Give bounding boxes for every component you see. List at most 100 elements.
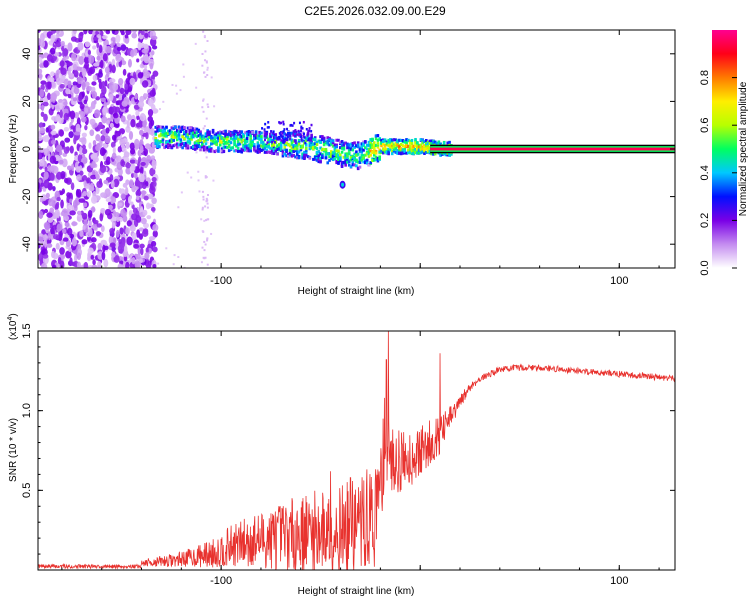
- heatmap-cell: [307, 130, 310, 133]
- heatmap-cell: [76, 213, 83, 223]
- heatmap-cell: [170, 145, 174, 149]
- heatmap-cell: [224, 132, 227, 136]
- snr-series-line: [38, 331, 675, 570]
- heatmap-cell: [211, 141, 215, 145]
- heatmap-cell: [284, 140, 287, 143]
- heatmap-cell: [313, 142, 317, 146]
- heatmap-cell: [85, 85, 93, 92]
- heatmap-cell: [188, 139, 192, 143]
- heatmap-cell: [170, 138, 174, 142]
- heatmap-cell: [295, 142, 299, 146]
- heatmap-cell: [365, 147, 369, 151]
- heatmap-cell: [190, 146, 193, 150]
- heatmap-cell: [299, 133, 303, 137]
- heatmap-cell: [412, 152, 416, 156]
- heatmap-cell: [78, 32, 84, 41]
- heatmap-cell: [285, 148, 288, 152]
- heatmap-cell: [154, 125, 158, 129]
- heatmap-cell: [66, 61, 73, 66]
- heatmap-cell: [301, 145, 304, 149]
- heatmap-cell: [347, 163, 351, 167]
- snr-y-axis: 0.5 1.0 1.5: [21, 323, 675, 555]
- heatmap-cell: [231, 146, 235, 150]
- heatmap-cell: [330, 140, 333, 144]
- heatmap-cell: [371, 157, 374, 161]
- heatmap-cell: [101, 85, 107, 95]
- heatmap-cell: [197, 179, 200, 182]
- heatmap-cell: [206, 129, 210, 133]
- heatmap-cell: [283, 147, 287, 151]
- heatmap-cell: [308, 127, 311, 130]
- heatmap-cell: [252, 147, 256, 151]
- heatmap-cell: [330, 150, 333, 154]
- heatmap-cell: [102, 53, 108, 62]
- heatmap-cell: [347, 149, 351, 153]
- heatmap-cell: [229, 141, 233, 145]
- heatmap-cell: [258, 130, 261, 134]
- heatmap-cell: [310, 129, 313, 133]
- heatmap-cell: [301, 152, 304, 156]
- heatmap-cell: [59, 83, 65, 89]
- heatmap-cell: [247, 146, 251, 150]
- heatmap-cell: [335, 145, 338, 149]
- heatmap-cell: [158, 125, 161, 129]
- heatmap-cell: [398, 138, 401, 142]
- heatmap-cell: [197, 128, 201, 132]
- heatmap-cell: [304, 139, 308, 143]
- heatmap-cell: [59, 159, 64, 165]
- heatmap-cell: [417, 143, 421, 147]
- heatmap-cell: [213, 135, 217, 139]
- heatmap-cell: [175, 84, 178, 87]
- heatmap-cell: [313, 145, 317, 149]
- heatmap-cell: [51, 228, 55, 235]
- heatmap-cell: [319, 140, 322, 144]
- heatmap-cell: [63, 177, 69, 184]
- heatmap-cell: [201, 143, 204, 147]
- heatmap-cell: [81, 157, 88, 165]
- heatmap-cell: [105, 119, 111, 125]
- heatmap-cell: [215, 149, 218, 153]
- heatmap-cell: [206, 238, 209, 241]
- heatmap-cell: [303, 156, 306, 160]
- heatmap-cell: [335, 160, 338, 164]
- heatmap-cell: [335, 153, 338, 157]
- heatmap-cell: [414, 151, 417, 155]
- heatmap-cell: [86, 190, 92, 198]
- heatmap-cell: [356, 167, 360, 171]
- heatmap-cell: [423, 151, 426, 155]
- heatmap-cell: [353, 158, 356, 162]
- spectrogram-x-axis: -100 100: [61, 30, 660, 287]
- heatmap-cell: [346, 158, 349, 162]
- heatmap-cell: [269, 137, 272, 141]
- heatmap-cell: [199, 134, 202, 138]
- heatmap-cell: [68, 247, 72, 252]
- heatmap-cell: [344, 159, 347, 163]
- heatmap-cell: [151, 159, 157, 169]
- heatmap-cell: [351, 163, 355, 167]
- heatmap-cell: [45, 135, 50, 142]
- heatmap-cell: [46, 54, 53, 62]
- heatmap-cell: [101, 251, 106, 261]
- heatmap-cell: [91, 195, 98, 204]
- heatmap-cell: [407, 144, 410, 148]
- heatmap-cell: [307, 138, 310, 141]
- heatmap-cell: [362, 148, 365, 152]
- heatmap-cell: [137, 100, 145, 108]
- heatmap-tone-core: [430, 147, 675, 151]
- heatmap-cell: [82, 225, 86, 230]
- heatmap-cell: [215, 143, 218, 147]
- heatmap-cell: [207, 105, 210, 108]
- heatmap-cell: [55, 30, 60, 34]
- heatmap-cell: [43, 208, 49, 214]
- heatmap-cell: [111, 106, 117, 113]
- heatmap-cell: [335, 149, 338, 153]
- heatmap-cell: [203, 249, 206, 252]
- heatmap-cell: [202, 145, 206, 149]
- heatmap-cell: [387, 144, 390, 148]
- heatmap-cell: [428, 142, 432, 146]
- heatmap-cell: [206, 137, 210, 141]
- heatmap-cell: [285, 141, 288, 145]
- heatmap-cell: [102, 35, 108, 40]
- heatmap-cell: [149, 62, 154, 70]
- heatmap-cell: [183, 143, 186, 147]
